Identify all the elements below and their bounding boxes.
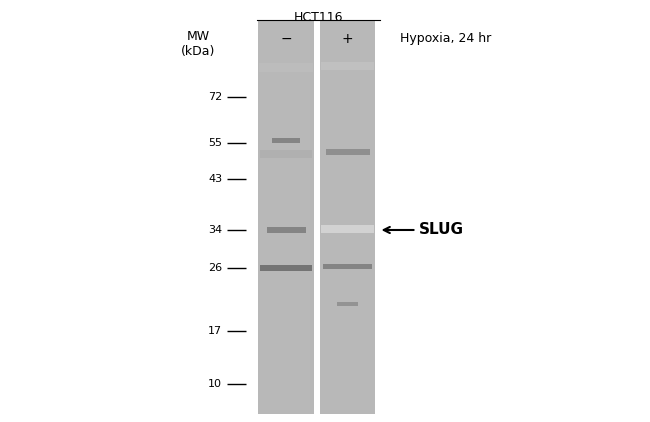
Bar	[259, 21, 313, 414]
Text: +: +	[342, 32, 354, 46]
Bar	[260, 265, 312, 271]
Bar	[259, 63, 313, 72]
Bar	[266, 227, 306, 233]
Text: SLUG: SLUG	[384, 222, 464, 238]
Bar	[326, 149, 370, 154]
Text: Hypoxia, 24 hr: Hypoxia, 24 hr	[400, 32, 491, 45]
Text: 55: 55	[208, 138, 222, 149]
Bar	[321, 225, 374, 233]
Bar	[272, 138, 300, 143]
Text: 43: 43	[208, 174, 222, 184]
Text: 17: 17	[208, 326, 222, 336]
Bar	[337, 302, 358, 306]
Text: 72: 72	[208, 92, 222, 102]
Bar	[260, 150, 312, 157]
Text: 26: 26	[208, 263, 222, 273]
Text: 34: 34	[208, 225, 222, 235]
Bar	[324, 264, 372, 269]
Bar	[320, 21, 376, 414]
Text: MW
(kDa): MW (kDa)	[181, 30, 215, 57]
Text: HCT116: HCT116	[294, 11, 343, 24]
Bar	[321, 62, 374, 70]
Text: 10: 10	[208, 379, 222, 389]
Text: −: −	[280, 32, 292, 46]
